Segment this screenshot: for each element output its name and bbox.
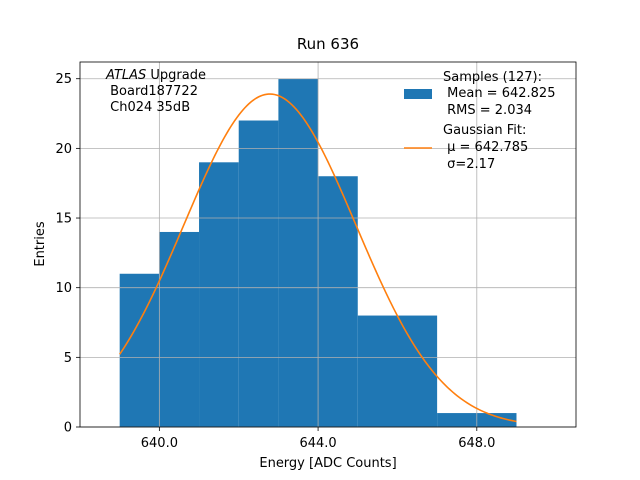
x-tick-label-2: 648.0 — [458, 436, 495, 451]
legend-fit-title: Gaussian Fit: — [443, 123, 526, 138]
histogram-bar-2 — [199, 162, 239, 427]
legend: Samples (127): Mean = 642.825 RMS = 2.03… — [404, 70, 555, 172]
histogram-bar-0 — [119, 273, 160, 427]
legend-fit-sigma: σ=2.17 — [443, 157, 495, 172]
atlas-annotation: ATLAS Upgrade Board187722 Ch024 35dB — [105, 68, 206, 115]
y-tick-label-2: 10 — [55, 281, 72, 296]
legend-samples-rms: RMS = 2.034 — [443, 103, 532, 118]
x-tick-label-0: 640.0 — [141, 436, 178, 451]
atlas-label: ATLAS — [105, 68, 146, 83]
x-axis-label: Energy [ADC Counts] — [259, 456, 396, 471]
y-axis-ticks: 0 5 10 15 20 25 — [55, 72, 80, 436]
legend-samples-title: Samples (127): — [443, 70, 542, 85]
annotation-line-1: ATLAS Upgrade — [105, 68, 206, 83]
plot-frame — [79, 61, 577, 428]
y-tick-label-0: 0 — [64, 421, 72, 436]
annotation-channel: Ch024 35dB — [106, 100, 190, 115]
histogram-bar-6 — [357, 315, 438, 427]
histogram-bars — [119, 78, 517, 428]
y-tick-label-5: 25 — [55, 72, 72, 87]
upgrade-label: Upgrade — [146, 68, 206, 83]
x-axis-ticks: 640.0 644.0 648.0 — [141, 427, 495, 451]
legend-samples-swatch — [404, 89, 432, 99]
chart-title: Run 636 — [297, 35, 359, 53]
y-axis-label: Entries — [33, 221, 48, 267]
annotation-board: Board187722 — [106, 84, 198, 99]
y-tick-label-1: 5 — [64, 351, 72, 366]
histogram-bar-1 — [159, 231, 200, 427]
x-tick-label-1: 644.0 — [299, 436, 336, 451]
histogram-bar-4 — [278, 78, 319, 427]
legend-fit-mu: μ = 642.785 — [443, 140, 528, 155]
y-tick-label-3: 15 — [55, 212, 72, 227]
legend-samples-mean: Mean = 642.825 — [443, 86, 555, 101]
histogram-bar-3 — [238, 120, 279, 428]
gaussian-fit-curve — [119, 93, 517, 423]
y-tick-label-4: 20 — [55, 142, 72, 157]
